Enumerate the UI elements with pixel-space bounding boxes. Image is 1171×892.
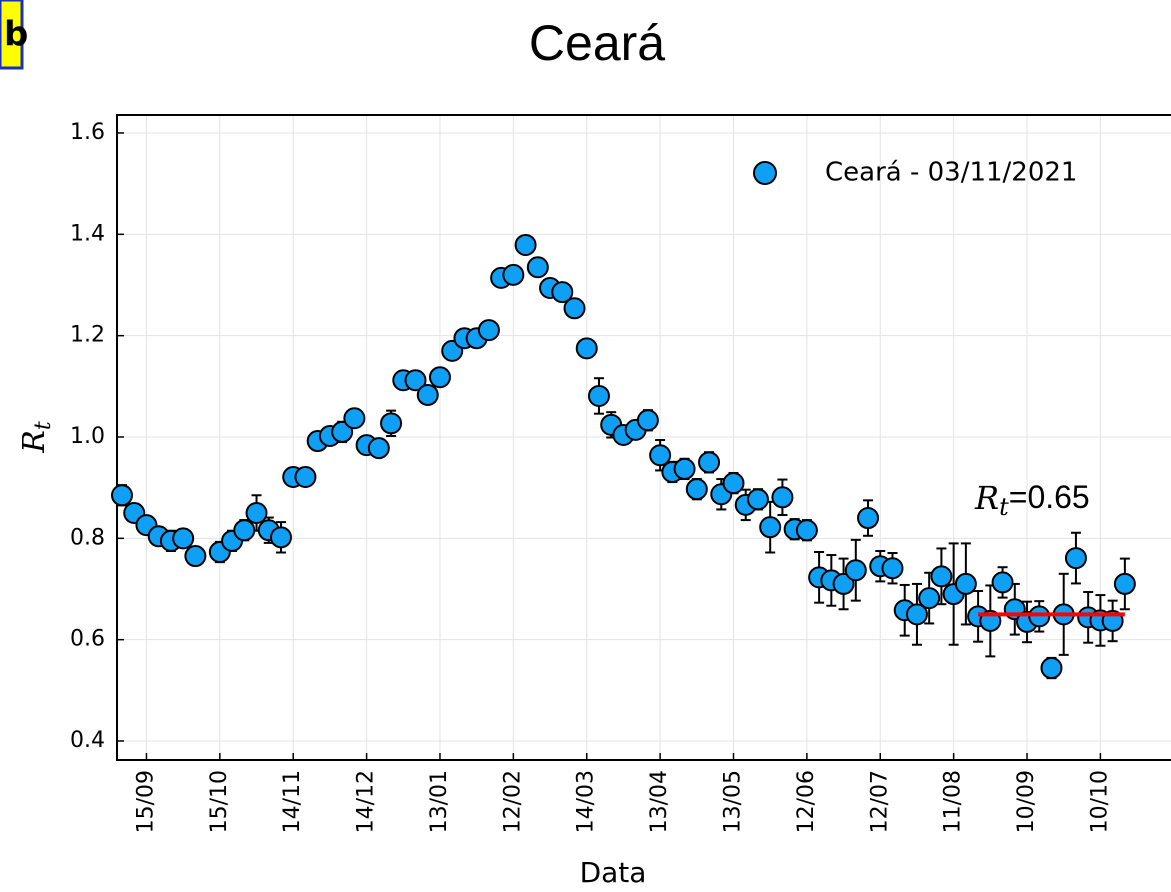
y-label-sub: t [31,421,56,430]
point [380,412,403,435]
point [673,457,696,480]
legend-marker [753,161,777,185]
y-tick-label: 0.4 [70,728,105,753]
x-tick-label: 12/02 [500,770,525,833]
point [905,603,928,626]
y-tick-label: 0.6 [70,627,105,652]
point [563,297,586,320]
point [1040,657,1063,680]
panel-label: b [4,15,28,55]
y-axis-label: Rt [17,421,56,454]
point [269,526,292,549]
y-tick-label: 1.0 [70,424,105,449]
point [844,559,867,582]
point [1028,605,1051,628]
y-tick-label: 1.2 [70,323,105,348]
point [954,572,977,595]
x-tick-label: 12/06 [794,770,819,833]
point [587,384,610,407]
fit-label: =0.65 [1009,479,1090,515]
point [502,263,525,286]
legend-label: Ceará - 03/11/2021 [825,158,1077,188]
x-tick-label: 15/09 [133,770,158,833]
point [918,587,941,610]
point [759,516,782,539]
point [771,486,794,509]
point [930,565,953,588]
point [636,409,659,432]
panel-label-box [0,0,24,70]
point [367,437,390,460]
x-tick-label: 14/03 [574,770,599,833]
point [746,488,769,511]
point [111,484,133,507]
point [832,572,855,595]
point [575,337,598,360]
y-tick-label: 0.8 [70,525,105,550]
fit-annotation: Rt=0.65 [974,479,1090,521]
point [1064,547,1087,570]
point [477,319,500,342]
point [795,519,818,542]
x-tick-label: 11/08 [941,770,966,833]
point [649,444,672,467]
x-tick-label: 14/11 [280,770,305,833]
x-tick-label: 10/09 [1014,770,1039,833]
point [526,256,549,279]
x-tick-label: 12/07 [867,770,892,833]
point [685,478,708,501]
x-tick-label: 10/10 [1087,770,1112,833]
point [343,407,366,430]
point [881,557,904,580]
point [331,420,354,443]
x-tick-label: 13/01 [427,770,452,833]
point [233,519,256,542]
point [857,507,880,530]
plot-frame [116,114,1171,761]
fit-label-sub: t [999,493,1009,521]
point [514,233,537,256]
y-tick-label: 1.6 [70,120,105,145]
point [416,383,439,406]
x-tick-label: 14/12 [354,770,379,833]
x-tick-label: 15/10 [207,770,232,833]
point [551,281,574,304]
fit-label-main: R [974,479,999,517]
point [294,466,317,489]
x-tick-label: 13/05 [721,770,746,833]
point [245,501,268,524]
point [184,545,207,568]
x-tick-label: 13/04 [647,770,672,833]
point [1113,572,1136,595]
point [172,527,195,550]
point [404,369,427,392]
point [698,451,721,474]
y-tick-label: 1.4 [70,221,105,246]
y-axis-label-group: Rt [17,421,56,454]
x-axis-label: Data [580,856,647,889]
point [428,366,451,389]
y-label-main: R [17,430,52,454]
point [991,571,1014,594]
point [722,472,745,495]
chart-title: Ceará [529,15,665,71]
